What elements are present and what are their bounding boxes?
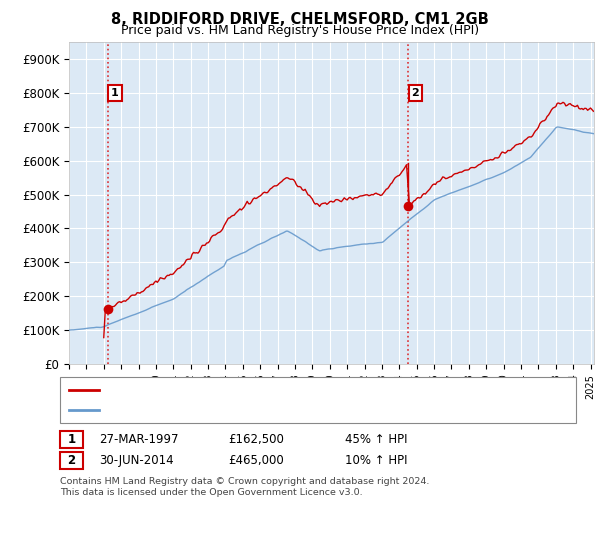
Text: 1: 1 (111, 88, 119, 98)
Text: 30-JUN-2014: 30-JUN-2014 (99, 454, 173, 467)
Text: 2: 2 (412, 88, 419, 98)
Text: 45% ↑ HPI: 45% ↑ HPI (345, 433, 407, 446)
Text: Price paid vs. HM Land Registry's House Price Index (HPI): Price paid vs. HM Land Registry's House … (121, 24, 479, 36)
Text: 2: 2 (67, 454, 76, 467)
Text: HPI: Average price, detached house, Chelmsford: HPI: Average price, detached house, Chel… (105, 405, 375, 415)
Text: 10% ↑ HPI: 10% ↑ HPI (345, 454, 407, 467)
Text: £162,500: £162,500 (228, 433, 284, 446)
Text: Contains HM Land Registry data © Crown copyright and database right 2024.
This d: Contains HM Land Registry data © Crown c… (60, 477, 430, 497)
Text: £465,000: £465,000 (228, 454, 284, 467)
Text: 1: 1 (67, 433, 76, 446)
Text: 8, RIDDIFORD DRIVE, CHELMSFORD, CM1 2GB: 8, RIDDIFORD DRIVE, CHELMSFORD, CM1 2GB (111, 12, 489, 27)
Text: 27-MAR-1997: 27-MAR-1997 (99, 433, 179, 446)
Text: 8, RIDDIFORD DRIVE, CHELMSFORD, CM1 2GB (detached house): 8, RIDDIFORD DRIVE, CHELMSFORD, CM1 2GB … (105, 385, 464, 395)
